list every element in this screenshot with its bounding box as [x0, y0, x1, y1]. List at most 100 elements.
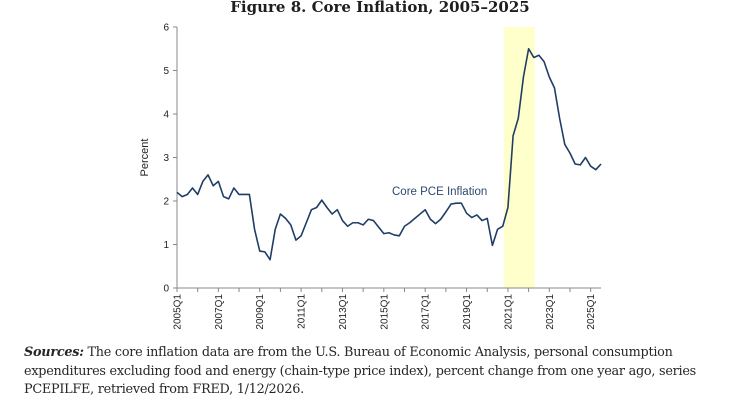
highlight-band	[503, 27, 535, 288]
sources-label: Sources:	[24, 345, 84, 360]
data-point	[201, 180, 204, 183]
data-point	[481, 219, 484, 222]
data-point	[450, 203, 453, 206]
y-tick-label: 1	[163, 240, 169, 251]
x-tick-label: 2015Q1	[379, 294, 390, 330]
sources-note: Sources: The core inflation data are fro…	[24, 344, 744, 400]
data-point	[424, 208, 427, 211]
data-point	[413, 217, 416, 220]
data-point	[512, 134, 515, 137]
data-point	[543, 60, 546, 63]
data-point	[568, 152, 571, 155]
data-point	[548, 76, 551, 79]
data-point	[429, 218, 432, 221]
data-point	[517, 117, 520, 120]
data-point	[382, 232, 385, 235]
y-tick-label: 0	[163, 284, 169, 295]
data-point	[506, 206, 509, 209]
data-point	[289, 223, 292, 226]
data-point	[377, 226, 380, 229]
data-point	[222, 195, 225, 198]
data-point	[346, 225, 349, 228]
data-point	[243, 193, 246, 196]
y-tick-label: 2	[163, 197, 169, 208]
data-point	[305, 221, 308, 224]
data-point	[310, 208, 313, 211]
data-point	[248, 193, 251, 196]
data-point	[388, 231, 391, 234]
data-point	[496, 228, 499, 231]
data-point	[269, 258, 272, 261]
data-point	[207, 173, 210, 176]
data-point	[263, 250, 266, 253]
data-point	[181, 195, 184, 198]
x-tick-label: 2011Q1	[297, 294, 308, 329]
x-tick-label: 2009Q1	[255, 294, 266, 330]
chart-title: Figure 8. Core Inflation, 2005–2025	[230, 0, 530, 16]
data-point	[294, 239, 297, 242]
data-point	[475, 213, 478, 216]
x-tick-label: 2025Q1	[586, 294, 597, 330]
data-point	[579, 163, 582, 166]
data-point	[258, 250, 261, 253]
data-point	[532, 56, 535, 59]
data-point	[362, 223, 365, 226]
data-point	[537, 54, 540, 57]
data-point	[320, 199, 323, 202]
data-point	[574, 163, 577, 166]
chart: 0 1 2 3 4 5 6 2005Q1 2007Q1 2009Q1 2011Q1 2013Q1 201…	[139, 23, 602, 330]
data-point	[522, 76, 525, 79]
data-point	[336, 208, 339, 211]
data-point	[408, 221, 411, 224]
data-point	[460, 202, 463, 205]
y-axis-title: Percent	[139, 139, 151, 177]
data-point	[594, 168, 597, 171]
data-point	[444, 210, 447, 213]
x-tick-label: 2013Q1	[338, 294, 349, 330]
data-point	[584, 156, 587, 159]
data-point	[238, 193, 241, 196]
data-point	[558, 117, 561, 120]
data-point	[589, 165, 592, 168]
data-point	[186, 193, 189, 196]
data-point	[253, 228, 256, 231]
data-point	[279, 213, 282, 216]
data-point	[439, 218, 442, 221]
data-point	[196, 193, 199, 196]
data-point	[455, 202, 458, 205]
data-point	[284, 217, 287, 220]
data-point	[403, 225, 406, 228]
x-tick-label: 2005Q1	[173, 294, 184, 330]
x-tick-label: 2017Q1	[421, 294, 432, 330]
sources-text: The core inflation data are from the U.S…	[24, 345, 696, 397]
data-point	[491, 244, 494, 247]
series-line-core-pce	[176, 47, 602, 261]
data-point	[393, 233, 396, 236]
data-point	[315, 206, 318, 209]
data-point	[501, 225, 504, 228]
x-tick-label: 2021Q1	[503, 294, 514, 330]
data-point	[367, 218, 370, 221]
y-tick-label: 3	[163, 153, 169, 164]
y-tick-label: 5	[163, 66, 169, 77]
data-point	[372, 219, 375, 222]
data-point	[341, 219, 344, 222]
data-point	[563, 143, 566, 146]
data-point	[470, 216, 473, 219]
x-tick-label: 2019Q1	[462, 294, 473, 330]
x-tick-label: 2007Q1	[214, 294, 225, 330]
y-tick-label: 6	[163, 23, 169, 34]
data-point	[232, 186, 235, 189]
x-tick-label: 2023Q1	[545, 294, 556, 330]
data-point	[274, 228, 277, 231]
data-point	[300, 234, 303, 237]
data-point	[325, 206, 328, 209]
data-point	[398, 234, 401, 237]
data-point	[351, 221, 354, 224]
data-point	[434, 222, 437, 225]
data-point	[227, 197, 230, 200]
data-point	[356, 221, 359, 224]
data-point	[527, 47, 530, 50]
series-label: Core PCE Inflation	[392, 186, 487, 198]
data-point	[191, 186, 194, 189]
